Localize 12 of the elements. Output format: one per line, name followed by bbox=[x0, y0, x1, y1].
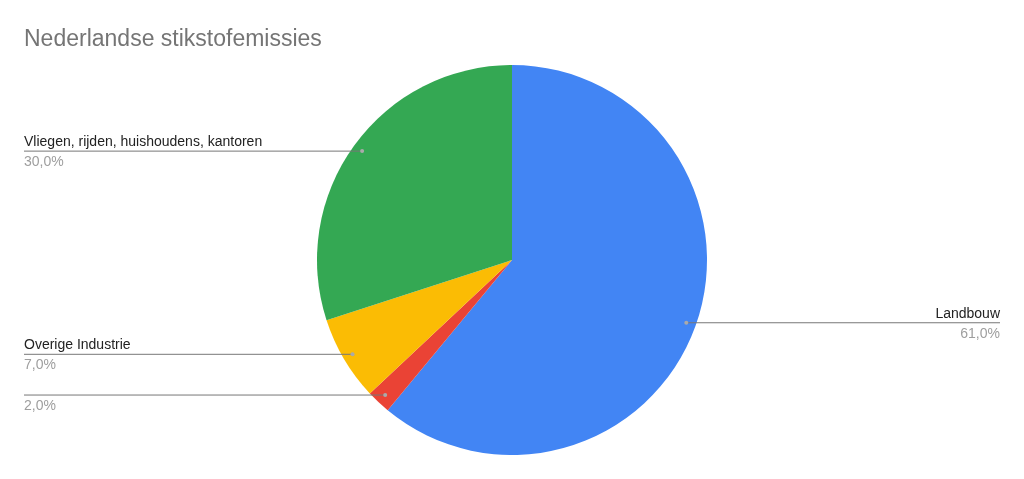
data-label: 2,0% bbox=[24, 397, 56, 414]
slice-label: Landbouw bbox=[935, 304, 1001, 321]
slice-label: Overige Industrie bbox=[24, 336, 131, 353]
pie-slice bbox=[317, 65, 512, 321]
pie-slice bbox=[369, 260, 512, 411]
chart-title: Nederlandse stikstofemissies bbox=[24, 25, 322, 51]
pie-slice bbox=[326, 260, 512, 394]
data-label: 7,0% bbox=[24, 356, 56, 373]
pie-slice bbox=[387, 65, 707, 455]
data-label: 30,0% bbox=[24, 153, 64, 170]
slice-label: Vliegen, rijden, huishoudens, kantoren bbox=[24, 133, 263, 150]
data-label: 61,0% bbox=[960, 324, 1000, 341]
